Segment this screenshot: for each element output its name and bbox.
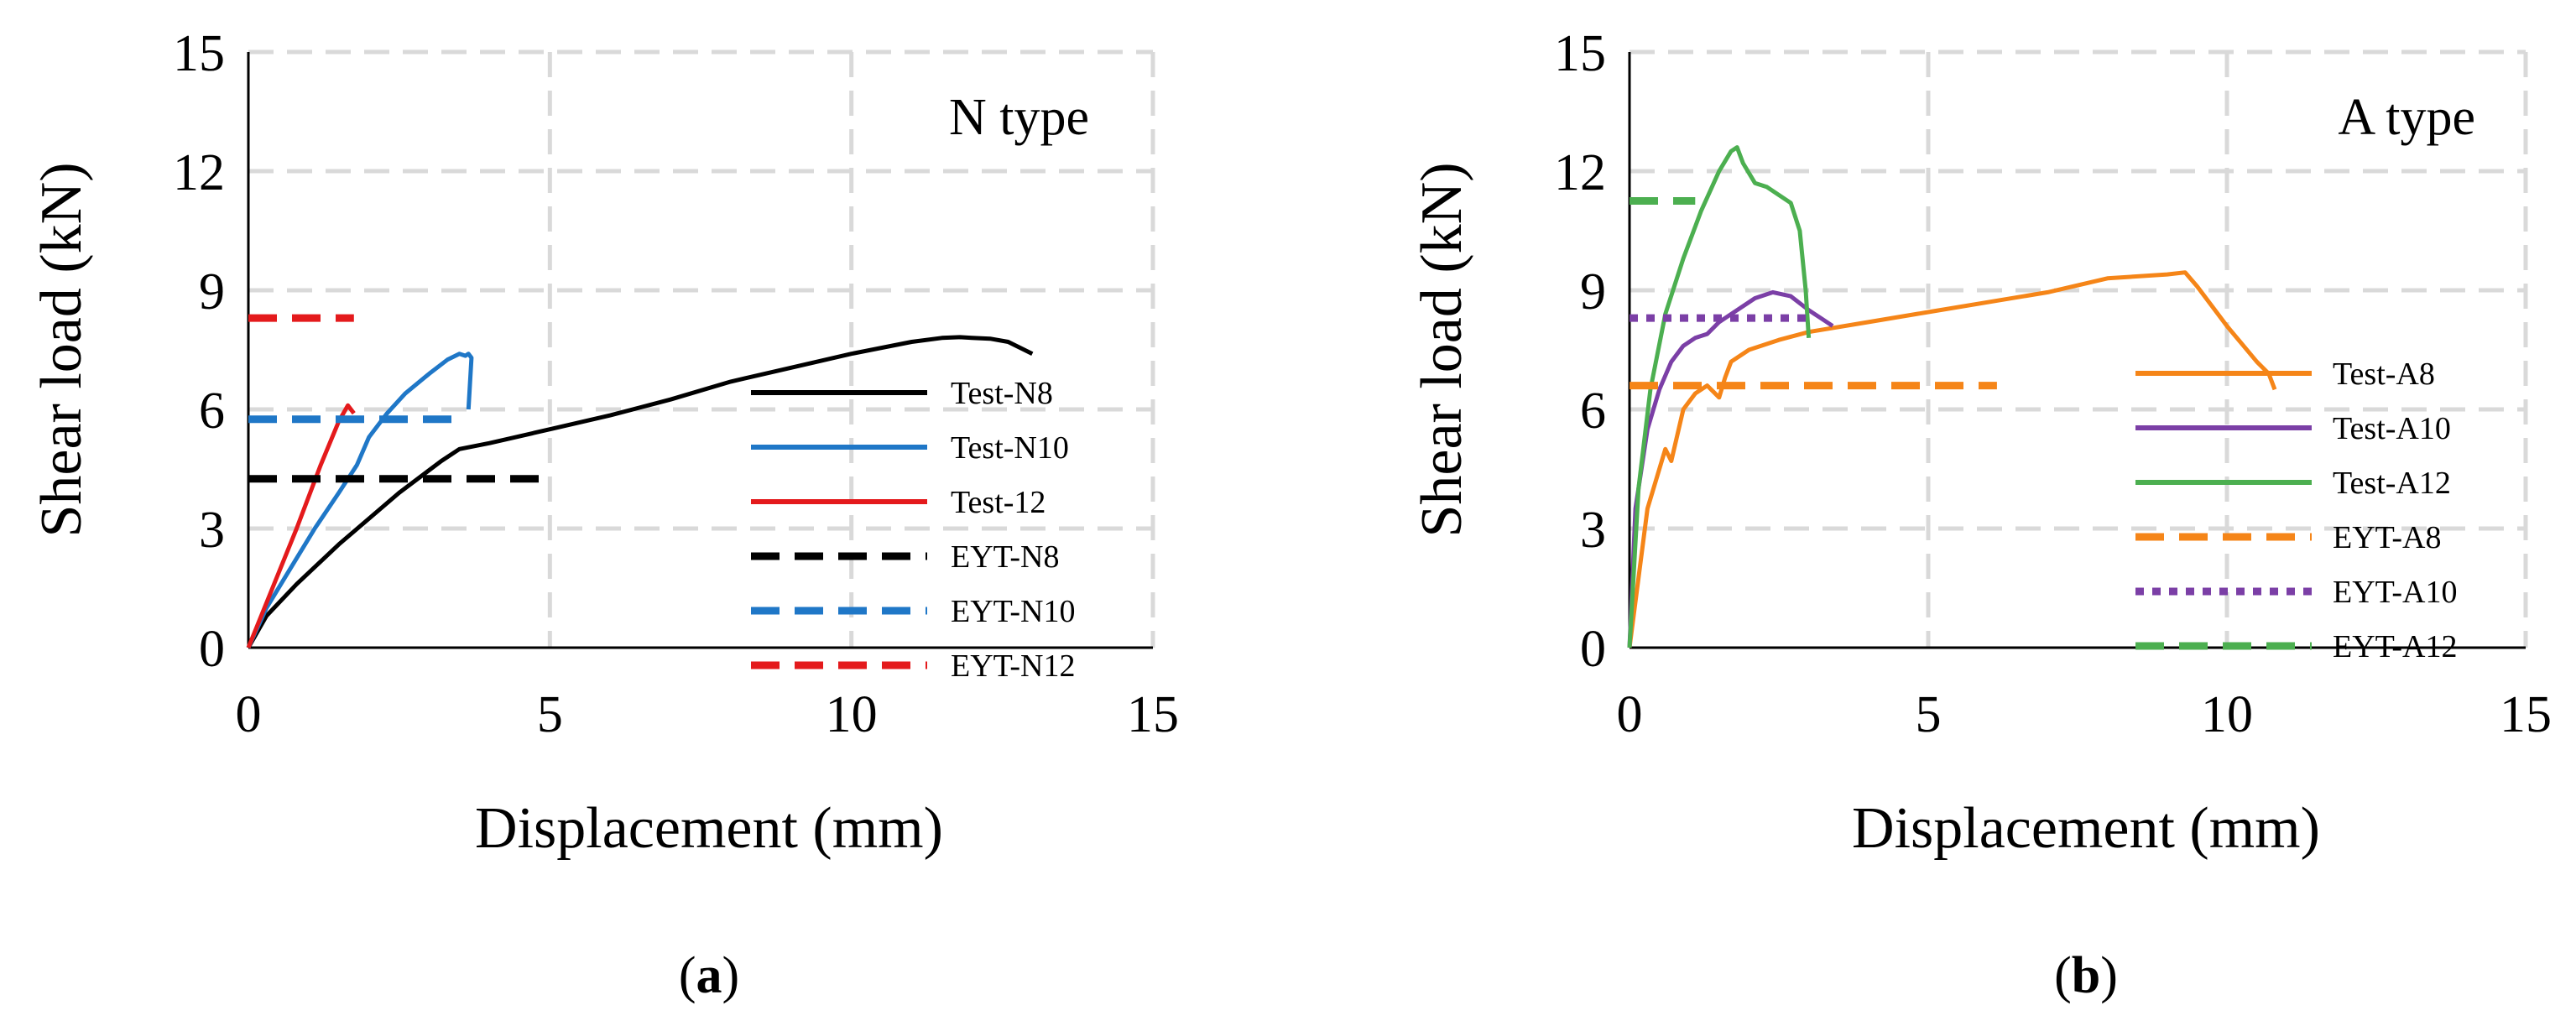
x-tick-label: 10 bbox=[2201, 686, 2253, 743]
series-line-test-a8 bbox=[1627, 270, 2277, 648]
caption-close-paren: ) bbox=[2100, 947, 2118, 1004]
panel-caption: (a) bbox=[679, 947, 739, 1004]
x-tick-label: 15 bbox=[1127, 686, 1179, 743]
x-tick-label: 0 bbox=[236, 686, 262, 743]
caption-open-paren: ( bbox=[2054, 947, 2072, 1004]
legend-label: Test-N10 bbox=[951, 430, 1069, 466]
y-tick-label: 3 bbox=[199, 502, 225, 559]
y-tick-label: 15 bbox=[1554, 25, 1606, 82]
legend-label: EYT-N8 bbox=[951, 539, 1059, 575]
x-tick-label: 0 bbox=[1617, 686, 1643, 743]
legend-label: EYT-A10 bbox=[2333, 575, 2457, 610]
legend-label: EYT-N12 bbox=[951, 648, 1075, 684]
series-line-test-n10 bbox=[246, 352, 474, 649]
caption-open-paren: ( bbox=[679, 947, 696, 1004]
chart-panel-a: 0 3 6 9 12 15 0 5 10 15 Shear load (kN) Displacemen… bbox=[29, 25, 1179, 1004]
y-tick-label: 3 bbox=[1580, 502, 1606, 559]
y-tick-label: 12 bbox=[1554, 144, 1606, 201]
series-line-test-n8 bbox=[246, 335, 1034, 649]
y-tick-label: 9 bbox=[1580, 263, 1606, 320]
panel-caption: (b) bbox=[2054, 947, 2118, 1004]
x-tick-label: 10 bbox=[826, 686, 878, 743]
legend-label: Test-A12 bbox=[2333, 466, 2451, 501]
y-tick-label: 9 bbox=[199, 263, 225, 320]
legend-label: Test-12 bbox=[951, 485, 1046, 520]
series-line-test-12 bbox=[246, 403, 356, 648]
series-line-test-a12 bbox=[1627, 145, 1812, 648]
y-tick-label: 0 bbox=[199, 621, 225, 678]
legend-label: EYT-N10 bbox=[951, 594, 1075, 629]
legend: Test-A8 Test-A10 Test-A12 EYT-A8 EYT-A10 EYT-… bbox=[2135, 357, 2457, 664]
caption-close-paren: ) bbox=[722, 947, 740, 1004]
x-axis-title: Displacement (mm) bbox=[475, 796, 943, 861]
legend-label: EYT-A12 bbox=[2333, 629, 2457, 664]
legend-label: Test-A8 bbox=[2333, 357, 2435, 392]
x-tick-label: 15 bbox=[2500, 686, 2552, 743]
x-tick-label: 5 bbox=[1916, 686, 1942, 743]
x-axis-title: Displacement (mm) bbox=[1852, 796, 2320, 861]
y-tick-label: 6 bbox=[1580, 383, 1606, 440]
legend-label: Test-A10 bbox=[2333, 411, 2451, 446]
panel-title: N type bbox=[949, 89, 1089, 146]
y-tick-label: 0 bbox=[1580, 621, 1606, 678]
y-axis-title: Shear load (kN) bbox=[29, 162, 94, 537]
y-tick-label: 15 bbox=[173, 25, 225, 82]
chart-panel-b: 0 3 6 9 12 15 0 5 10 15 Shear load (kN) Displacemen… bbox=[1410, 25, 2552, 1004]
y-tick-label: 6 bbox=[199, 383, 225, 440]
y-tick-label: 12 bbox=[173, 144, 225, 201]
caption-letter: b bbox=[2072, 947, 2100, 1004]
series-line-test-a10 bbox=[1627, 289, 1834, 648]
caption-letter: a bbox=[696, 947, 722, 1004]
y-axis-title: Shear load (kN) bbox=[1410, 162, 1474, 537]
legend-label: EYT-A8 bbox=[2333, 520, 2441, 555]
legend: Test-N8 Test-N10 Test-12 EYT-N8 EYT-N10 EYT-N… bbox=[751, 376, 1075, 684]
x-tick-label: 5 bbox=[537, 686, 563, 743]
legend-label: Test-N8 bbox=[951, 376, 1053, 411]
panel-title: A type bbox=[2338, 89, 2475, 146]
